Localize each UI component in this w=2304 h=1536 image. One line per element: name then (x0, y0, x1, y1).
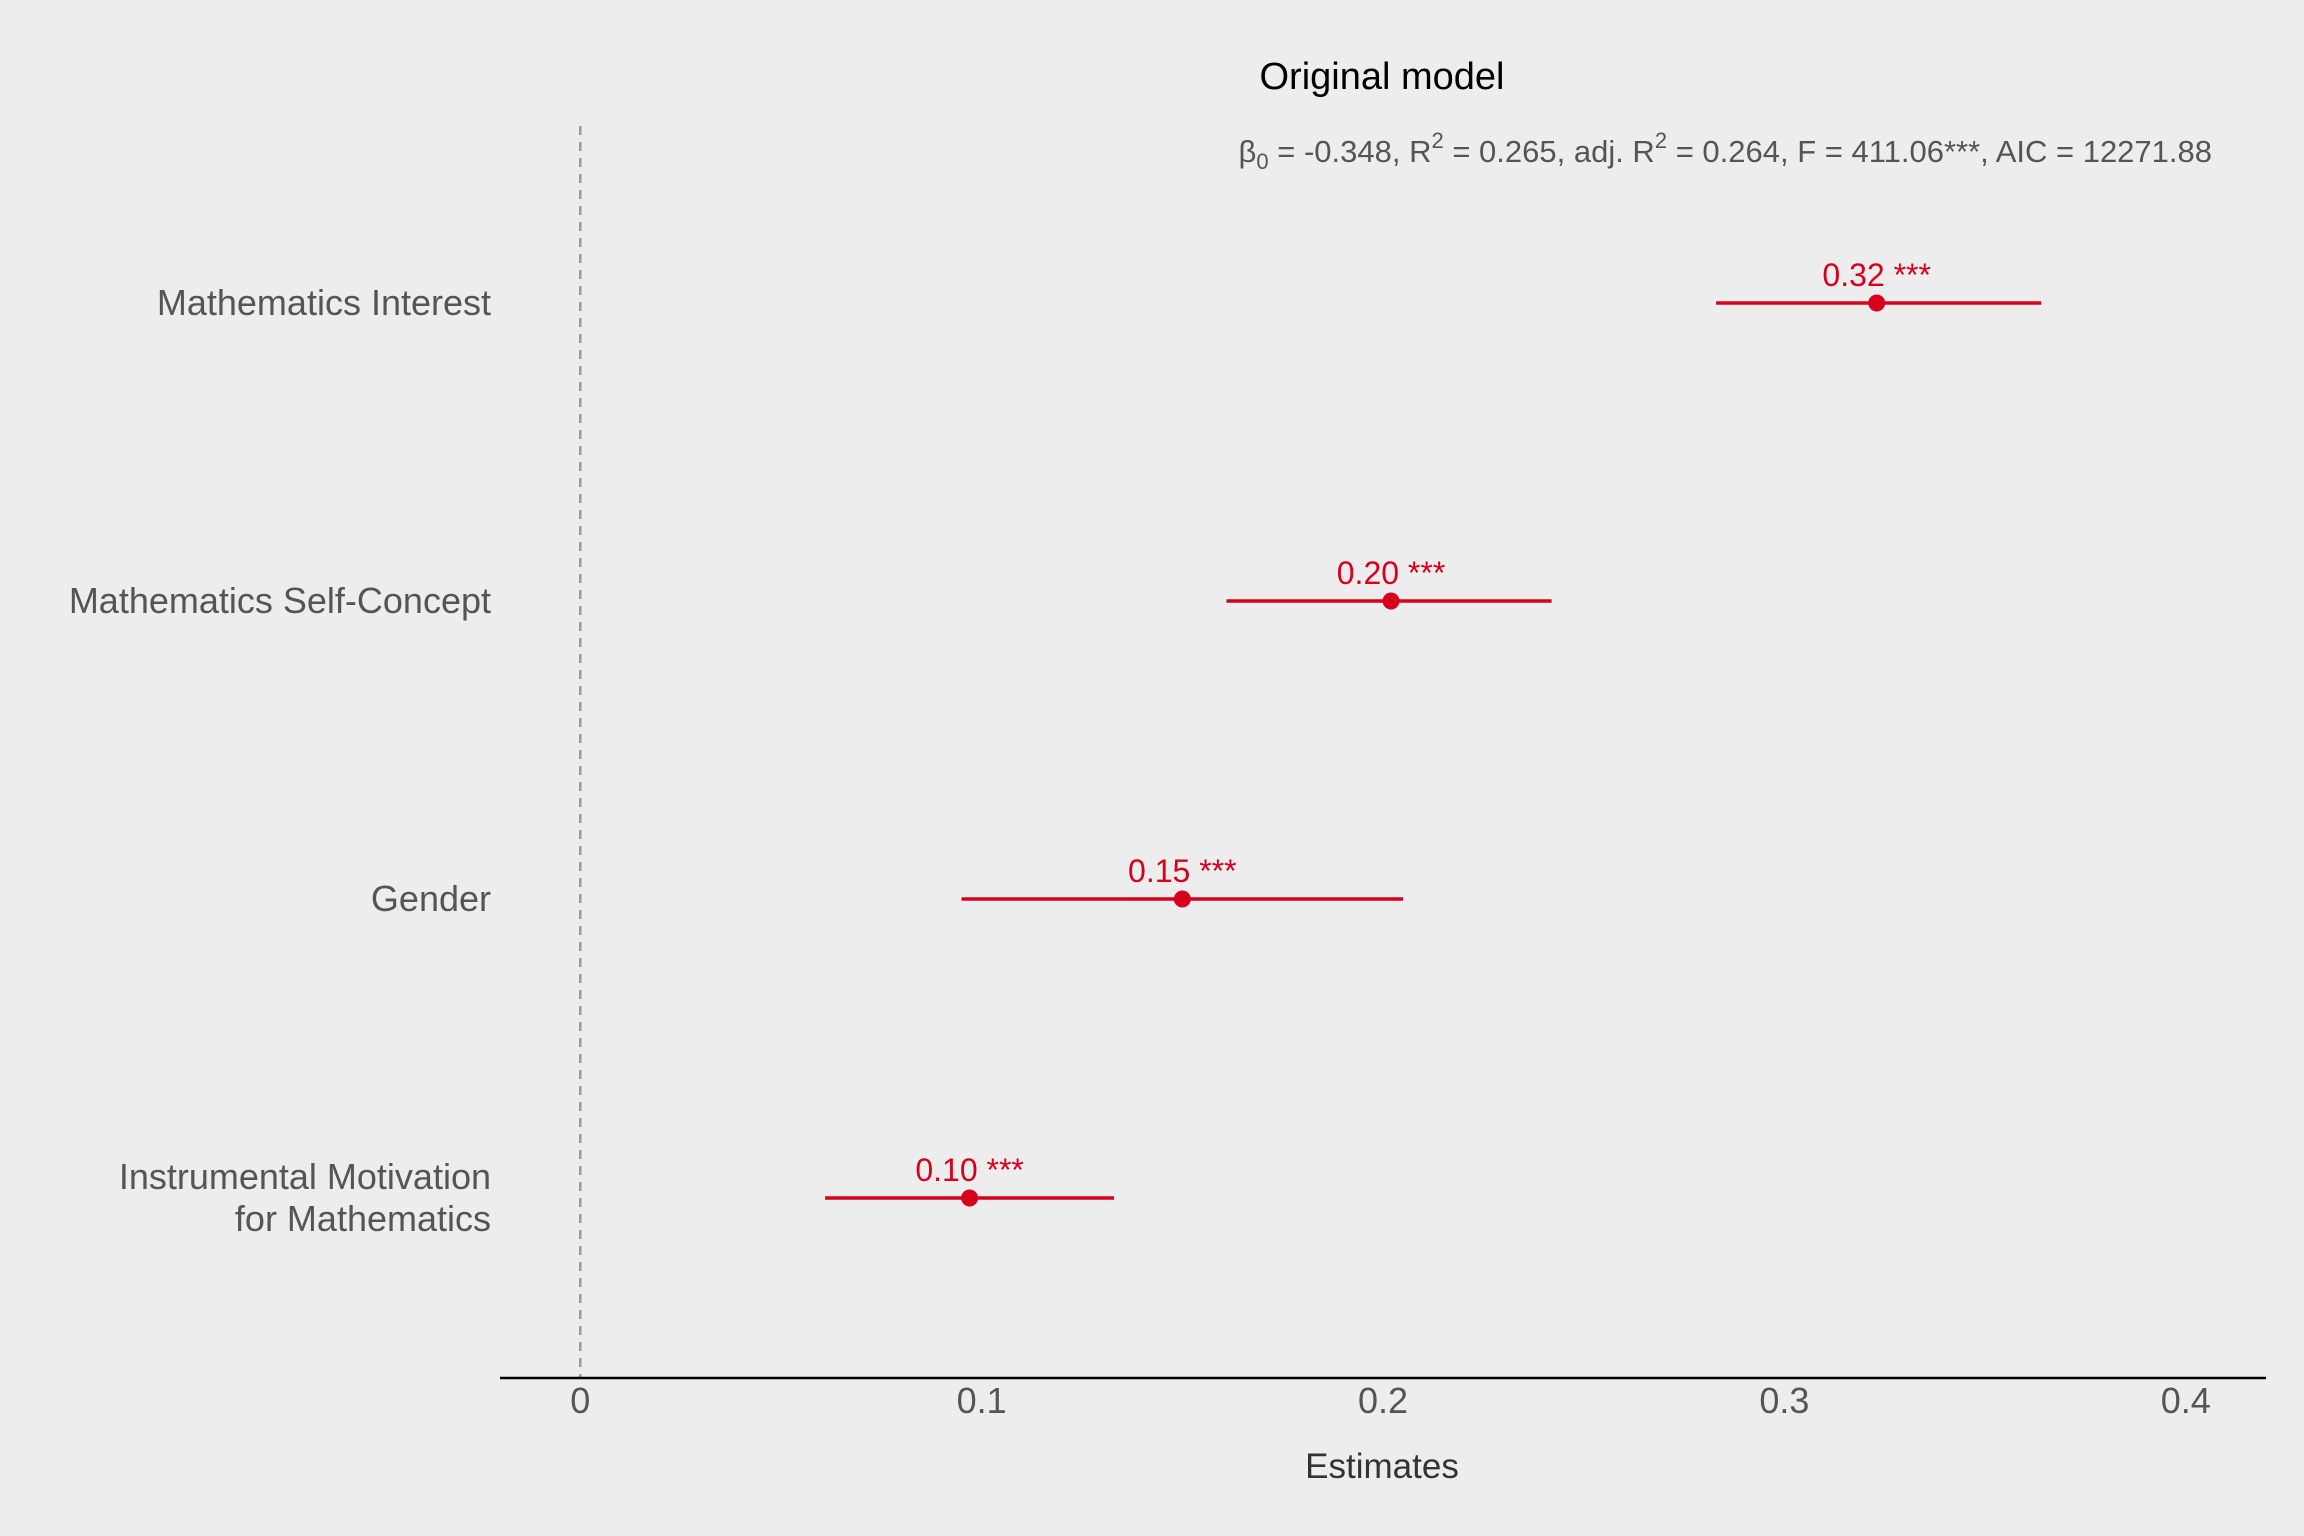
fit-statistics-rest: = 0.264, F = 411.06***, AIC = 12271.88 (1667, 134, 2212, 169)
estimate-value-label: 0.32 *** (1822, 257, 1931, 293)
beta-symbol: β (1239, 134, 1257, 169)
term-label: Gender (371, 878, 491, 919)
x-tick-label: 0 (570, 1380, 590, 1421)
term-label-line: for Mathematics (235, 1198, 491, 1239)
estimates: 0.32 *** 0.20 *** 0.15 *** 0.10 *** (825, 257, 2042, 1207)
term-label-line: Mathematics Interest (157, 282, 491, 323)
model-fit-statistics: β0 = -0.348, R2 = 0.265, adj. R2 = 0.264… (1239, 128, 2212, 174)
estimate-value-label: 0.20 *** (1337, 555, 1446, 591)
x-axis-ticks: 0 0.1 0.2 0.3 0.4 (570, 1380, 2210, 1421)
term-label-line: Gender (371, 878, 491, 919)
beta-value: = -0.348, R (1269, 134, 1432, 169)
x-axis-title: Estimates (1305, 1447, 1459, 1486)
term-labels: Mathematics Interest Mathematics Self-Con… (69, 282, 491, 1239)
beta-subscript: 0 (1256, 149, 1268, 174)
estimate-value-label: 0.10 *** (915, 1152, 1024, 1188)
term-label: Mathematics Interest (157, 282, 491, 323)
x-tick-label: 0.2 (1358, 1380, 1408, 1421)
x-tick-label: 0.1 (957, 1380, 1007, 1421)
term-label-line: Mathematics Self-Concept (69, 580, 491, 621)
r2-value: = 0.265, adj. R (1444, 134, 1655, 169)
x-tick-label: 0.4 (2161, 1380, 2211, 1421)
estimate-point (961, 1189, 979, 1207)
term-label-line: Instrumental Motivation (119, 1156, 491, 1197)
chart-title: Original model (1260, 56, 1505, 98)
estimate-point (1868, 294, 1886, 312)
adj-r2-superscript: 2 (1655, 128, 1667, 153)
x-tick-label: 0.3 (1759, 1380, 1809, 1421)
term-label: Instrumental Motivation for Mathematics (119, 1156, 491, 1239)
term-label: Mathematics Self-Concept (69, 580, 491, 621)
estimate-value-label: 0.15 *** (1128, 853, 1237, 889)
estimate-point (1382, 592, 1400, 610)
r2-superscript: 2 (1431, 128, 1443, 153)
estimate-point (1173, 890, 1191, 908)
